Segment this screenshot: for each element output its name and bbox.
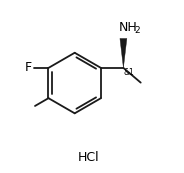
Polygon shape <box>120 38 127 68</box>
Text: F: F <box>25 61 32 74</box>
Text: &1: &1 <box>124 68 135 77</box>
Text: 2: 2 <box>135 26 140 35</box>
Text: NH: NH <box>118 21 137 34</box>
Text: HCl: HCl <box>78 151 99 164</box>
